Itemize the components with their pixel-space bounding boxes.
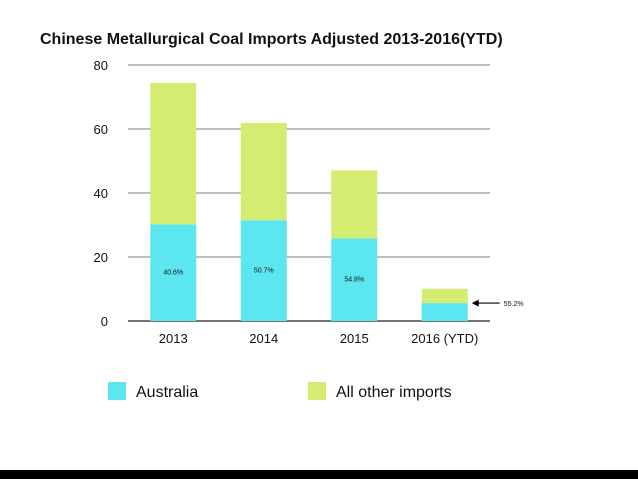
bar-segment — [150, 82, 197, 225]
y-tick-label: 0 — [101, 314, 108, 329]
bar-segment — [421, 288, 468, 304]
bar-segment — [150, 224, 197, 321]
bars — [150, 82, 468, 321]
arrow-head — [471, 299, 479, 307]
x-tick-label: 2014 — [249, 331, 278, 346]
share-label: 50.7% — [254, 268, 274, 275]
bar-segment — [331, 170, 378, 239]
x-tick-label: 2013 — [159, 331, 188, 346]
y-tick-label: 40 — [94, 186, 108, 201]
labels: 2013 2014 2015 2016 (YTD) 40.6% 50.7% 54.8% 55.… — [159, 268, 524, 346]
share-label: 40.6% — [163, 270, 183, 277]
legend-label: Australia — [136, 384, 198, 401]
x-tick-label: 2016 (YTD) — [411, 331, 478, 346]
bottom-divider — [0, 470, 638, 479]
legend-swatch — [308, 382, 326, 400]
legend: Australia All other imports — [108, 382, 452, 401]
y-tick-label: 20 — [94, 250, 108, 265]
share-label: 55.2% — [504, 301, 524, 308]
legend-label: All other imports — [336, 384, 452, 401]
bar-segment — [240, 220, 287, 321]
share-label: 54.8% — [344, 277, 364, 284]
legend-swatch — [108, 382, 126, 400]
bar-segment — [421, 303, 468, 321]
bar-segment — [240, 122, 287, 221]
bar-segment — [331, 238, 378, 321]
y-tick-label: 80 — [94, 58, 108, 73]
x-tick-label: 2015 — [340, 331, 369, 346]
y-tick-label: 60 — [94, 122, 108, 137]
chart-title: Chinese Metallurgical Coal Imports Adjus… — [40, 31, 503, 48]
